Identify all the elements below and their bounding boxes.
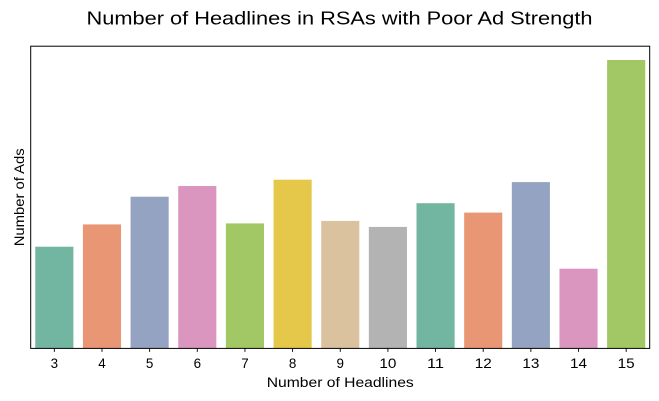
svg-text:5: 5 [146, 356, 153, 371]
svg-text:Number of Headlines in RSAs wi: Number of Headlines in RSAs with Poor Ad… [87, 7, 593, 28]
svg-text:4: 4 [98, 356, 106, 371]
svg-text:7: 7 [241, 356, 248, 371]
svg-text:9: 9 [337, 356, 344, 371]
svg-text:6: 6 [194, 356, 201, 371]
svg-text:12: 12 [475, 356, 492, 371]
svg-text:3: 3 [51, 356, 58, 371]
svg-text:13: 13 [522, 356, 539, 371]
svg-text:10: 10 [379, 356, 396, 371]
svg-text:11: 11 [427, 356, 444, 371]
svg-text:Number of Headlines: Number of Headlines [267, 375, 414, 390]
svg-text:14: 14 [570, 356, 588, 371]
svg-text:Number of Ads: Number of Ads [12, 148, 27, 246]
svg-text:15: 15 [618, 356, 635, 371]
svg-text:8: 8 [289, 356, 296, 371]
